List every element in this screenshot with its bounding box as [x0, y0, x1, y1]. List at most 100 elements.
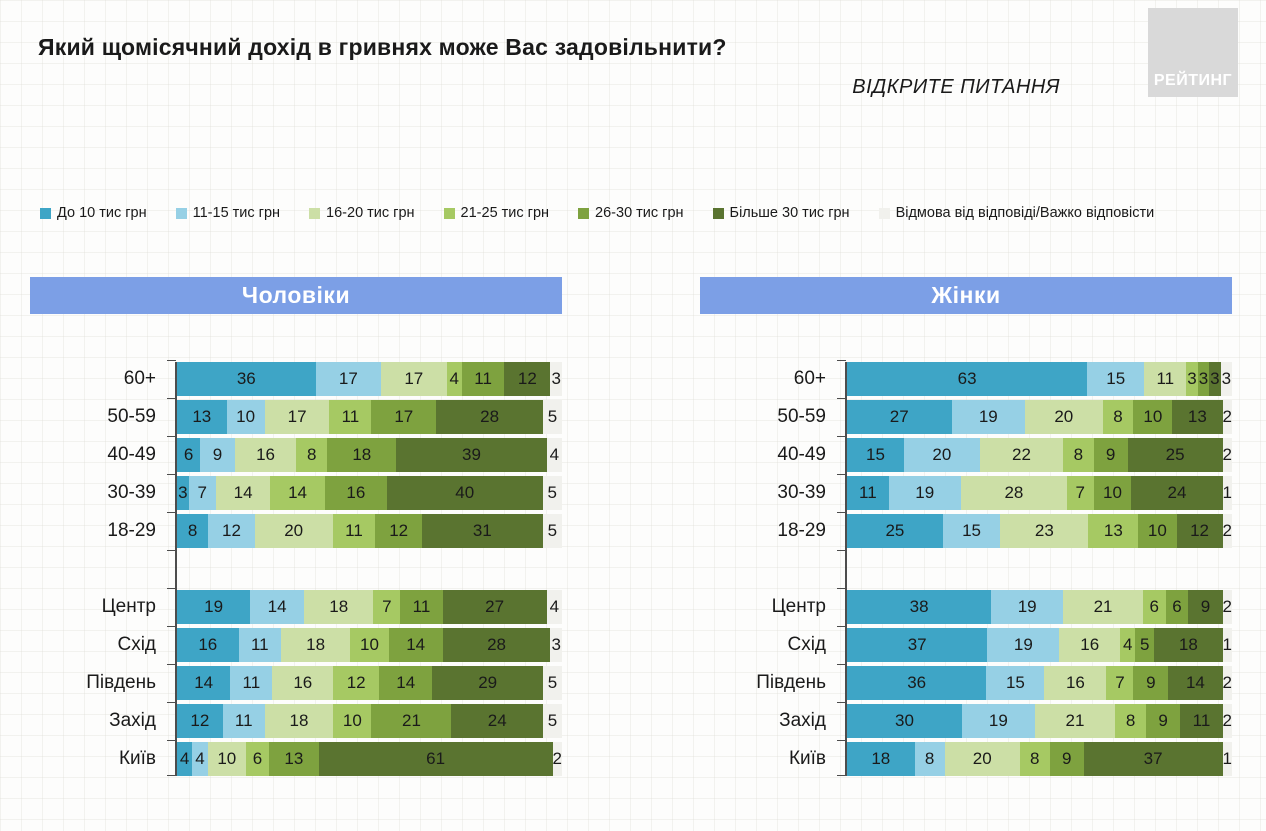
bar-segment: 19 — [888, 476, 961, 510]
bar-segment-value: 15 — [1005, 673, 1025, 692]
bar-row: Центр 19 14 18 7 11 27 4 — [30, 588, 563, 624]
bar-segment: 9 — [1049, 742, 1084, 776]
bar-segment: 6 — [1142, 590, 1166, 624]
bar-track: 8 12 20 11 12 31 5 — [177, 514, 563, 548]
legend-swatch — [443, 207, 455, 219]
bar-row: 50-59 27 19 20 8 10 13 2 — [700, 398, 1232, 434]
legend-swatch — [40, 207, 51, 219]
bar-segment-value: 7 — [382, 597, 392, 616]
bar-segment-value: 19 — [915, 483, 935, 502]
bar-segment-value: 12 — [346, 673, 366, 692]
bar-segment-value: 17 — [338, 369, 358, 388]
bar-segment-value: 24 — [487, 711, 507, 730]
bar-segment-value: 8 — [1125, 711, 1136, 730]
bar-segment: 7 — [1106, 666, 1134, 700]
bar-segment: 5 — [542, 704, 563, 738]
bar-segment-value: 8 — [307, 445, 317, 464]
bar-segment-value: 2 — [1222, 597, 1233, 616]
bar-segment-value: 17 — [404, 369, 424, 388]
bar-track: 18 8 20 8 9 37 1 — [847, 742, 1233, 776]
bar-segment: 38 — [847, 590, 992, 624]
bar-segment-value: 20 — [284, 521, 304, 540]
chart-panel: Жінки 60+ 63 15 11 3 3 3 3 50-59 27 19 20 8 10 13 2 40-49… — [700, 277, 1233, 776]
rating-logo-text: РЕЙТИНГ — [1153, 72, 1233, 89]
bar-segment: 13 — [268, 742, 319, 776]
bar-segment: 1 — [1222, 628, 1232, 662]
bar-segment-value: 12 — [190, 711, 210, 730]
bar-segment: 14 — [1168, 666, 1223, 700]
bar-segment: 6 — [245, 742, 269, 776]
bar-row: Захід 12 11 18 10 21 24 5 — [30, 702, 563, 738]
legend-item: Більше 30 тис грн — [712, 205, 850, 221]
bar-segment: 14 — [379, 666, 433, 700]
bar-segment: 11 — [230, 666, 273, 700]
legend-swatch — [309, 207, 321, 219]
bar-segment-value: 18 — [871, 749, 891, 768]
bar-segment-value: 11 — [859, 483, 877, 502]
bar-segment-value: 16 — [198, 635, 218, 654]
bar-segment: 5 — [542, 666, 562, 700]
bar-segment: 19 — [951, 400, 1026, 434]
bar-track: 12 11 18 10 21 24 5 — [177, 704, 563, 738]
bar-segment: 17 — [371, 400, 437, 434]
bar-row: 18-29 8 12 20 11 12 31 5 — [30, 512, 563, 548]
bar-segment-value: 7 — [1075, 483, 1085, 502]
bar-segment: 5 — [542, 476, 562, 510]
bar-track: 15 20 22 8 9 25 2 — [847, 438, 1232, 472]
bar-segment-value: 9 — [1200, 597, 1211, 616]
bar-segment: 28 — [436, 400, 543, 434]
bar-track: 16 11 18 10 14 28 3 — [177, 628, 562, 662]
bar-segment-value: 63 — [957, 369, 977, 388]
bar-segment-value: 7 — [197, 483, 208, 502]
bar-segment-value: 4 — [549, 597, 560, 616]
legend-label: 21-25 тис грн — [460, 205, 550, 221]
bar-segment: 3 — [550, 628, 562, 662]
bar-segment-value: 18 — [1178, 635, 1198, 654]
bar-segment-value: 11 — [242, 673, 261, 692]
bar-segment: 8 — [1102, 400, 1134, 434]
bar-segment: 15 — [986, 666, 1045, 700]
bar-segment: 7 — [1067, 476, 1094, 510]
bar-track: 27 19 20 8 10 13 2 — [847, 400, 1232, 434]
legend-item: 26-30 тис грн — [578, 205, 684, 221]
bar-segment: 11 — [847, 476, 889, 510]
legend-label: 26-30 тис грн — [595, 205, 684, 221]
bar-segment: 7 — [188, 476, 216, 510]
bar-row: 18-29 25 15 23 13 10 12 2 — [700, 512, 1232, 548]
bar-segment: 9 — [1188, 590, 1223, 624]
bar-segment-value: 28 — [1004, 483, 1024, 502]
bar-segment: 27 — [847, 400, 952, 434]
bar-segment-value: 40 — [455, 483, 475, 502]
bar-segment: 14 — [215, 476, 271, 510]
bar-segment-value: 15 — [962, 521, 981, 540]
bar-segment: 4 — [192, 742, 208, 776]
bar-segment-value: 2 — [1222, 445, 1232, 464]
bar-segment-value: 21 — [401, 711, 421, 730]
chart-panel: Чоловіки 60+ 36 17 17 4 11 12 3 50-59 13 10 17 11 17 28… — [30, 277, 563, 776]
bar-segment: 12 — [1176, 514, 1223, 548]
bar-segment: 4 — [1120, 628, 1136, 662]
bar-segment-value: 3 — [1187, 369, 1197, 388]
bar-segment-value: 12 — [1190, 521, 1209, 540]
bar-segment-value: 5 — [547, 483, 557, 502]
bar-segment: 11 — [222, 704, 265, 738]
legend-swatch — [878, 207, 890, 219]
bar-segment: 22 — [979, 438, 1064, 472]
bar-segment-value: 12 — [517, 369, 537, 388]
bar-segment: 8 — [1063, 438, 1094, 472]
bar-segment-value: 2 — [1222, 711, 1232, 730]
bar-segment-value: 4 — [195, 749, 205, 768]
bar-segment: 12 — [375, 514, 423, 548]
bar-segment-value: 5 — [547, 673, 558, 692]
bar-segment-value: 22 — [1012, 445, 1031, 464]
bar-segment: 17 — [315, 362, 382, 396]
bar-rows: 60+ 63 15 11 3 3 3 3 50-59 27 19 20 8 10 13 2 40-49 15 20 2… — [700, 360, 1233, 776]
bar-segment-value: 18 — [329, 597, 349, 616]
bar-segment: 23 — [1000, 514, 1089, 548]
legend: До 10 тис грн 11-15 тис грн 16-20 тис грн 2… — [40, 205, 1266, 221]
bar-segment: 3 — [1220, 362, 1233, 396]
bar-row: Центр 38 19 21 6 6 9 2 — [700, 588, 1233, 624]
bar-row: Південь 36 15 16 7 9 14 2 — [700, 664, 1232, 700]
bar-segment-value: 4 — [1122, 635, 1133, 654]
bar-segment: 2 — [1222, 590, 1233, 624]
